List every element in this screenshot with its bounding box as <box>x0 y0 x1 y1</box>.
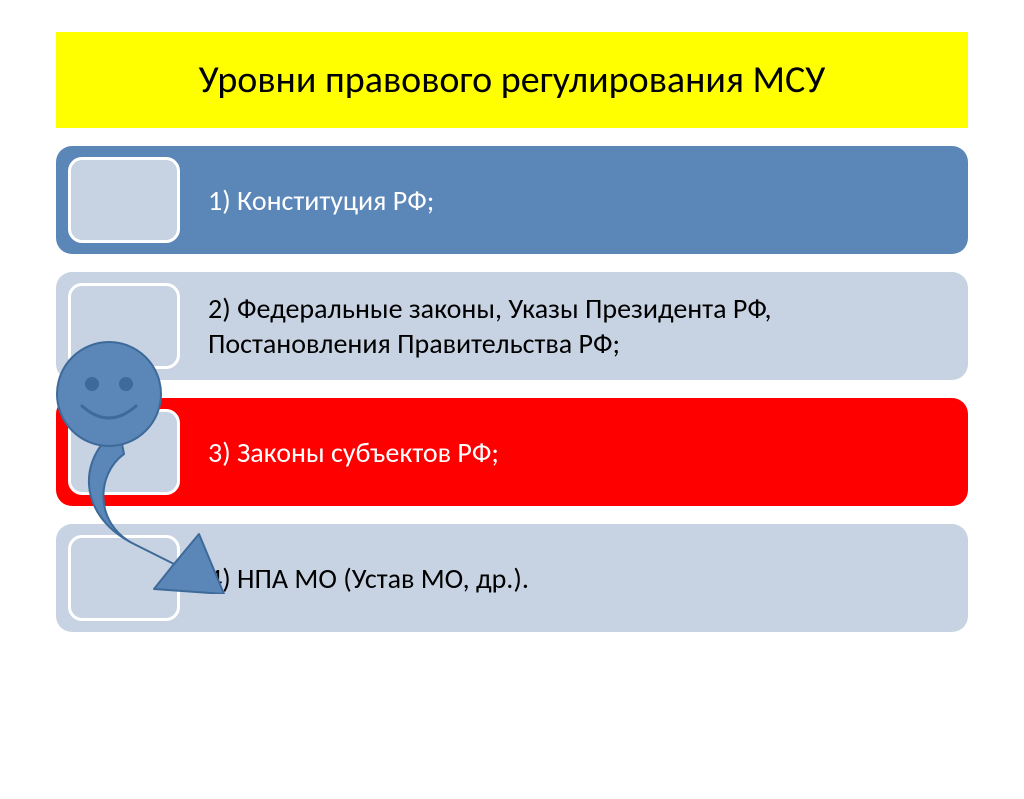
level-list: 1) Конституция РФ; 2) Федеральные законы… <box>56 146 968 632</box>
level-row-2: 2) Федеральные законы, Указы Президента … <box>56 272 968 380</box>
level-row-1: 1) Конституция РФ; <box>56 146 968 254</box>
level-row-4: 4) НПА МО (Устав МО, др.). <box>56 524 968 632</box>
level-text-2: 2) Федеральные законы, Указы Президента … <box>208 291 948 361</box>
page-title: Уровни правового регулирования МСУ <box>199 57 826 103</box>
level-icon-1 <box>68 157 180 243</box>
level-text-4: 4) НПА МО (Устав МО, др.). <box>208 561 529 596</box>
level-text-1: 1) Конституция РФ; <box>208 183 434 218</box>
level-text-3: 3) Законы субъектов РФ; <box>208 435 499 470</box>
level-row-3: 3) Законы субъектов РФ; <box>56 398 968 506</box>
level-icon-2 <box>68 283 180 369</box>
level-icon-3 <box>68 409 180 495</box>
level-icon-4 <box>68 535 180 621</box>
title-bar: Уровни правового регулирования МСУ <box>56 32 968 128</box>
